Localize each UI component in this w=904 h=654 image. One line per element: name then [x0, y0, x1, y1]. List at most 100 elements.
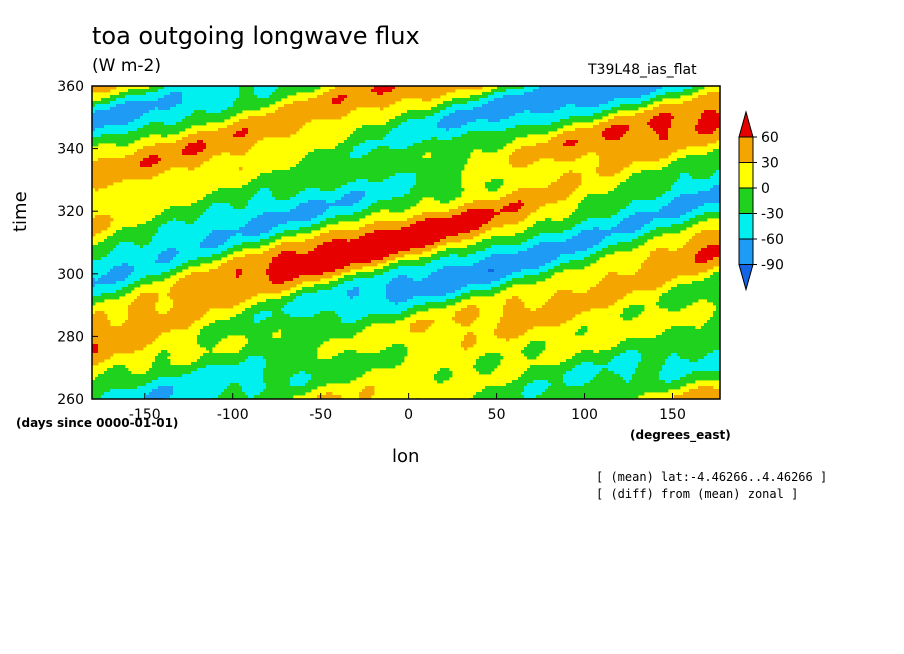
field-cell	[629, 92, 633, 96]
field-cell	[344, 113, 348, 117]
field-cell	[710, 158, 714, 162]
field-cell	[197, 134, 201, 138]
field-cell	[380, 140, 384, 144]
field-cell	[185, 104, 189, 108]
field-cell	[422, 113, 426, 117]
field-cell	[221, 137, 225, 141]
field-cell	[353, 134, 357, 138]
chart-units: (W m-2)	[92, 56, 161, 76]
field-cell	[161, 131, 165, 135]
field-cell	[182, 164, 186, 168]
field-cell	[605, 173, 609, 177]
field-cell	[647, 149, 651, 153]
field-cell	[713, 137, 717, 141]
field-cell	[284, 116, 288, 120]
field-cell	[710, 101, 714, 105]
field-cell	[686, 101, 690, 105]
field-cell	[200, 89, 204, 93]
field-cell	[335, 164, 339, 168]
field-cell	[449, 101, 453, 105]
field-cell	[425, 98, 429, 102]
field-cell	[125, 140, 129, 144]
field-cell	[209, 107, 213, 111]
field-cell	[356, 143, 360, 147]
field-cell	[581, 137, 585, 141]
field-cell	[173, 122, 177, 126]
field-cell	[617, 128, 621, 132]
field-cell	[215, 137, 219, 141]
field-cell	[689, 110, 693, 114]
field-cell	[584, 110, 588, 114]
field-cell	[602, 143, 606, 147]
field-cell	[590, 116, 594, 120]
field-cell	[218, 98, 222, 102]
field-cell	[455, 116, 459, 120]
field-cell	[506, 134, 510, 138]
field-cell	[548, 95, 552, 99]
field-cell	[695, 110, 699, 114]
field-cell	[155, 167, 159, 171]
field-cell	[263, 101, 267, 105]
field-cell	[215, 107, 219, 111]
field-cell	[521, 92, 525, 96]
field-cell	[641, 104, 645, 108]
field-cell	[395, 176, 399, 180]
field-cell	[389, 167, 393, 171]
field-cell	[191, 86, 195, 90]
field-cell	[122, 131, 126, 135]
field-cell	[671, 122, 675, 126]
field-cell	[104, 110, 108, 114]
field-cell	[611, 152, 615, 156]
field-cell	[521, 95, 525, 99]
field-cell	[326, 158, 330, 162]
field-cell	[359, 104, 363, 108]
field-cell	[389, 125, 393, 129]
field-cell	[395, 167, 399, 171]
field-cell	[425, 122, 429, 126]
field-cell	[542, 128, 546, 132]
field-cell	[707, 95, 711, 99]
field-cell	[176, 119, 180, 123]
field-cell	[383, 146, 387, 150]
field-cell	[443, 146, 447, 150]
field-cell	[209, 149, 213, 153]
field-cell	[107, 161, 111, 165]
field-cell	[158, 128, 162, 132]
field-cell	[356, 128, 360, 132]
field-cell	[671, 149, 675, 153]
field-cell	[161, 125, 165, 129]
field-cell	[146, 125, 150, 129]
field-cell	[248, 122, 252, 126]
field-cell	[539, 131, 543, 135]
field-cell	[119, 104, 123, 108]
field-cell	[98, 122, 102, 126]
field-cell	[374, 92, 378, 96]
field-cell	[494, 92, 498, 96]
field-cell	[338, 170, 342, 174]
field-cell	[470, 86, 474, 90]
field-cell	[206, 140, 210, 144]
field-cell	[674, 92, 678, 96]
field-cell	[98, 179, 102, 183]
field-cell	[203, 137, 207, 141]
field-cell	[413, 113, 417, 117]
field-cell	[425, 86, 429, 90]
field-cell	[614, 119, 618, 123]
field-cell	[338, 101, 342, 105]
field-cell	[296, 101, 300, 105]
field-cell	[647, 98, 651, 102]
field-cell	[161, 101, 165, 105]
field-cell	[590, 107, 594, 111]
field-cell	[305, 119, 309, 123]
field-cell	[122, 119, 126, 123]
field-cell	[401, 113, 405, 117]
field-cell	[626, 98, 630, 102]
field-cell	[257, 86, 261, 90]
field-cell	[338, 179, 342, 183]
field-cell	[614, 104, 618, 108]
field-cell	[164, 98, 168, 102]
field-cell	[275, 128, 279, 132]
field-cell	[146, 101, 150, 105]
field-cell	[389, 161, 393, 165]
field-cell	[281, 131, 285, 135]
